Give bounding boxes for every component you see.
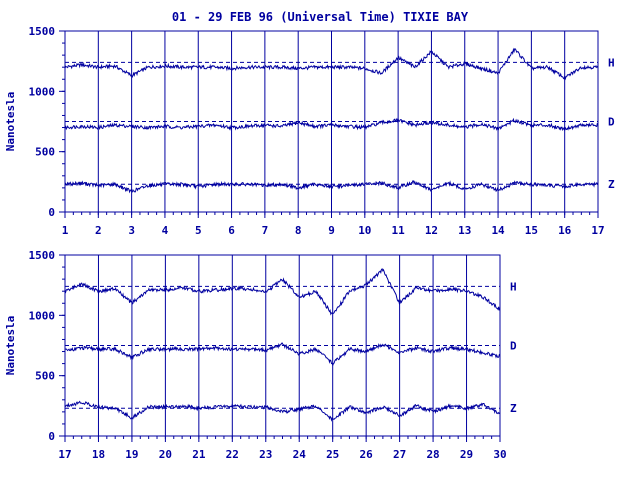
series-label-d: D <box>510 340 517 353</box>
y-axis-label: Nanotesla <box>4 316 17 376</box>
series-trace-z <box>64 180 599 194</box>
y-axis-label: Nanotesla <box>4 92 17 152</box>
x-tick-label: 17 <box>58 448 71 461</box>
x-tick-label: 20 <box>159 448 172 461</box>
y-tick-label: 1500 <box>29 249 56 262</box>
y-tick-label: 0 <box>48 206 55 219</box>
y-tick-label: 500 <box>35 146 55 159</box>
x-tick-label: 22 <box>226 448 239 461</box>
x-tick-label: 25 <box>326 448 339 461</box>
x-tick-label: 14 <box>491 224 505 237</box>
x-tick-label: 29 <box>460 448 473 461</box>
series-label-h: H <box>510 280 517 293</box>
x-tick-label: 19 <box>125 448 138 461</box>
series-trace-h <box>64 47 599 81</box>
x-tick-label: 10 <box>358 224 371 237</box>
x-tick-label: 7 <box>262 224 269 237</box>
x-tick-label: 23 <box>259 448 272 461</box>
x-tick-label: 21 <box>192 448 206 461</box>
x-tick-label: 26 <box>360 448 374 461</box>
x-tick-label: 3 <box>128 224 135 237</box>
x-tick-label: 4 <box>162 224 169 237</box>
x-tick-label: 30 <box>493 448 506 461</box>
panel-bottom: H D Z 0 500 1000 1500 17 18 19 20 21 22 23 24 25 26 27 28 2… <box>4 249 517 461</box>
x-tick-label: 1 <box>62 224 69 237</box>
x-tick-label: 2 <box>95 224 102 237</box>
x-tick-label: 6 <box>228 224 235 237</box>
series-label-z: Z <box>608 178 615 191</box>
series-trace-d <box>64 117 599 133</box>
x-tick-label: 16 <box>558 224 572 237</box>
x-tick-label: 11 <box>392 224 406 237</box>
x-tick-label: 17 <box>591 224 604 237</box>
series-trace-d <box>64 342 501 367</box>
x-tick-label: 12 <box>425 224 438 237</box>
x-tick-label: 24 <box>293 448 307 461</box>
x-tick-label: 18 <box>92 448 105 461</box>
y-tick-label: 500 <box>35 370 55 383</box>
x-tick-label: 28 <box>426 448 439 461</box>
x-tick-label: 27 <box>393 448 406 461</box>
x-tick-label: 15 <box>525 224 538 237</box>
y-tick-label: 1000 <box>29 309 56 322</box>
x-tick-label: 13 <box>458 224 471 237</box>
y-tick-label: 0 <box>48 430 55 443</box>
series-label-z: Z <box>510 402 517 415</box>
x-tick-label: 8 <box>295 224 302 237</box>
y-tick-label: 1500 <box>29 25 56 38</box>
y-tick-label: 1000 <box>29 85 56 98</box>
x-tick-label: 5 <box>195 224 202 237</box>
series-label-d: D <box>608 116 615 129</box>
series-trace-z <box>64 400 501 422</box>
figure-title: 01 - 29 FEB 96 (Universal Time) TIXIE BA… <box>172 10 469 24</box>
x-tick-label: 9 <box>328 224 335 237</box>
series-label-h: H <box>608 56 615 69</box>
series-trace-h <box>64 268 501 316</box>
